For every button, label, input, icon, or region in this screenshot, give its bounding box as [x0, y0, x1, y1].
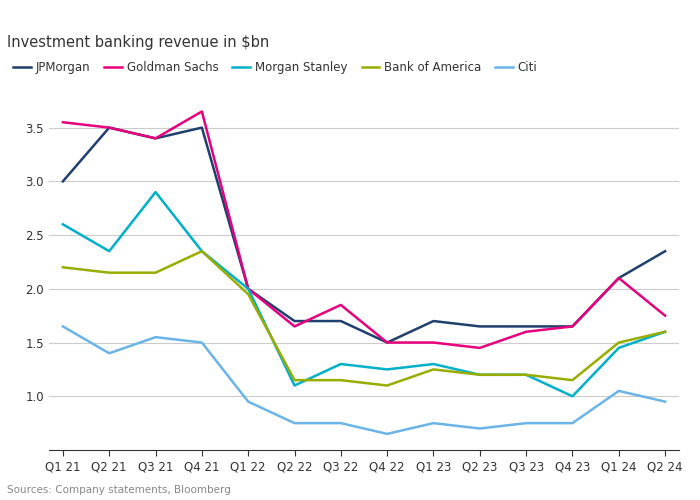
Goldman Sachs [151, 136, 160, 141]
Line: Morgan Stanley: Morgan Stanley [63, 192, 665, 396]
JPMorgan [244, 286, 253, 292]
JPMorgan [290, 318, 299, 324]
Citi [151, 334, 160, 340]
Bank of America [244, 291, 253, 297]
Bank of America [151, 270, 160, 276]
Citi [105, 350, 113, 356]
Bank of America [59, 264, 67, 270]
Line: Goldman Sachs: Goldman Sachs [63, 112, 665, 348]
JPMorgan [522, 324, 531, 330]
JPMorgan [383, 340, 391, 345]
Morgan Stanley [475, 372, 484, 378]
Morgan Stanley [429, 361, 438, 367]
JPMorgan [151, 136, 160, 141]
Goldman Sachs [59, 119, 67, 125]
Goldman Sachs [105, 124, 113, 130]
Goldman Sachs [337, 302, 345, 308]
Morgan Stanley [290, 382, 299, 388]
Goldman Sachs [568, 324, 577, 330]
Goldman Sachs [615, 275, 623, 281]
Bank of America [522, 372, 531, 378]
Morgan Stanley [151, 189, 160, 195]
Goldman Sachs [475, 345, 484, 351]
Bank of America [105, 270, 113, 276]
Goldman Sachs [661, 312, 669, 318]
Citi [337, 420, 345, 426]
Morgan Stanley [59, 222, 67, 228]
Morgan Stanley [337, 361, 345, 367]
Morgan Stanley [197, 248, 206, 254]
Text: Sources: Company statements, Bloomberg: Sources: Company statements, Bloomberg [7, 485, 231, 495]
Goldman Sachs [429, 340, 438, 345]
Citi [244, 398, 253, 404]
Bank of America [568, 377, 577, 383]
JPMorgan [568, 324, 577, 330]
JPMorgan [661, 248, 669, 254]
Citi [568, 420, 577, 426]
Morgan Stanley [522, 372, 531, 378]
Bank of America [475, 372, 484, 378]
Bank of America [661, 329, 669, 335]
JPMorgan [429, 318, 438, 324]
Citi [59, 324, 67, 330]
Bank of America [615, 340, 623, 345]
Goldman Sachs [290, 324, 299, 330]
Morgan Stanley [244, 286, 253, 292]
Citi [429, 420, 438, 426]
JPMorgan [615, 275, 623, 281]
Line: Bank of America: Bank of America [63, 251, 665, 386]
Bank of America [290, 377, 299, 383]
Bank of America [337, 377, 345, 383]
Bank of America [383, 382, 391, 388]
Legend: JPMorgan, Goldman Sachs, Morgan Stanley, Bank of America, Citi: JPMorgan, Goldman Sachs, Morgan Stanley,… [13, 61, 538, 74]
Goldman Sachs [522, 329, 531, 335]
JPMorgan [337, 318, 345, 324]
Citi [522, 420, 531, 426]
Goldman Sachs [383, 340, 391, 345]
Goldman Sachs [197, 108, 206, 114]
JPMorgan [197, 124, 206, 130]
Citi [383, 431, 391, 437]
Morgan Stanley [615, 345, 623, 351]
Citi [615, 388, 623, 394]
Morgan Stanley [661, 329, 669, 335]
Text: Investment banking revenue in $bn: Investment banking revenue in $bn [7, 35, 270, 50]
Citi [661, 398, 669, 404]
Citi [475, 426, 484, 432]
Morgan Stanley [568, 394, 577, 400]
Line: JPMorgan: JPMorgan [63, 128, 665, 342]
Bank of America [429, 366, 438, 372]
JPMorgan [59, 178, 67, 184]
Citi [290, 420, 299, 426]
JPMorgan [105, 124, 113, 130]
Line: Citi: Citi [63, 326, 665, 434]
Morgan Stanley [383, 366, 391, 372]
Morgan Stanley [105, 248, 113, 254]
Goldman Sachs [244, 286, 253, 292]
Citi [197, 340, 206, 345]
Bank of America [197, 248, 206, 254]
JPMorgan [475, 324, 484, 330]
